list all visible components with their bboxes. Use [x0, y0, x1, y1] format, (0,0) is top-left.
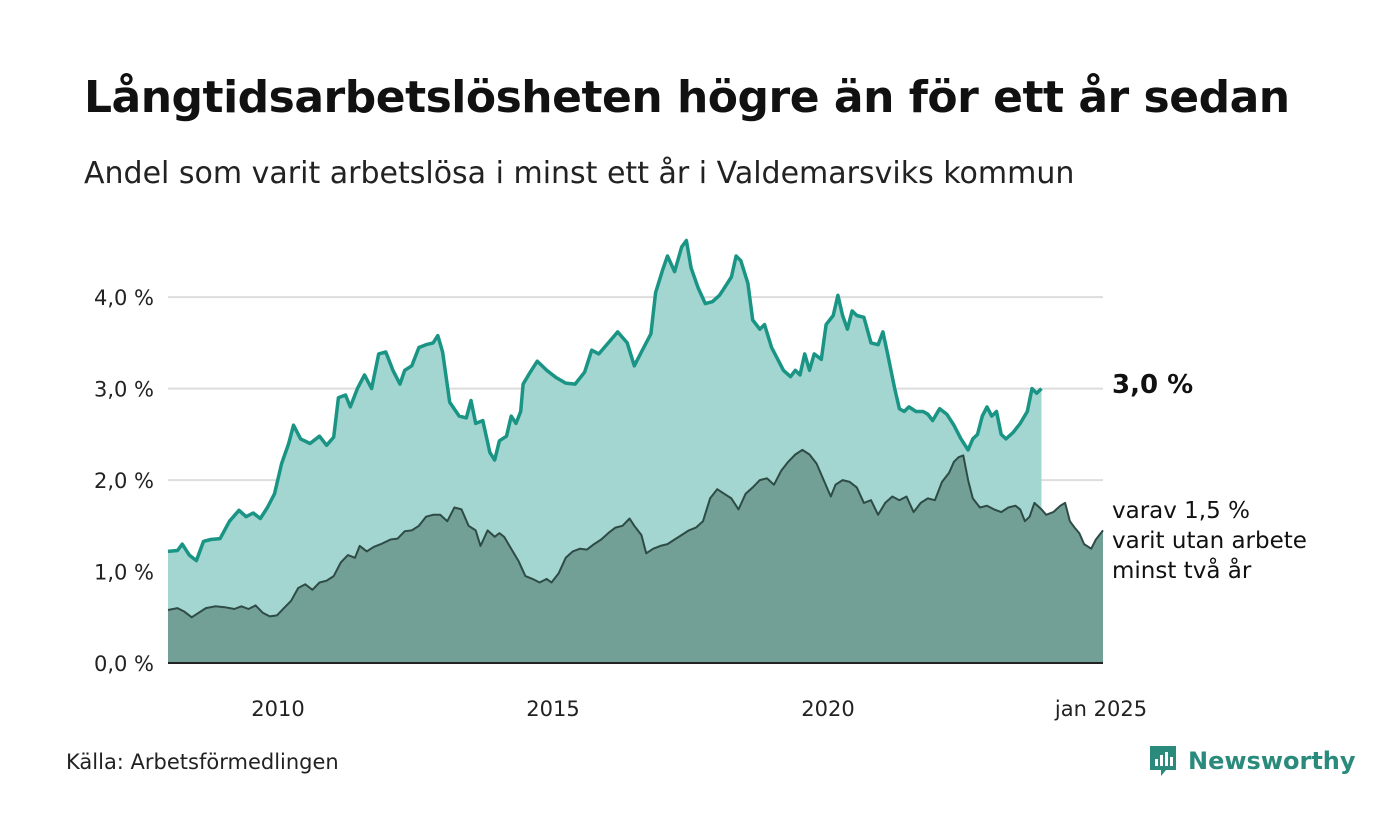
sub-annotation-line: varav 1,5 %: [1112, 498, 1250, 524]
y-tick-label: 2,0 %: [94, 469, 154, 493]
newsworthy-icon: [1150, 746, 1176, 776]
x-tick-label: 2010: [251, 697, 304, 721]
series-line-min-one-year: [167, 238, 1043, 563]
series-area-min-two-years: [168, 449, 1103, 663]
brand-logo[interactable]: Newsworthy: [1148, 744, 1356, 778]
chart-title: Långtidsarbetslösheten högre än för ett …: [84, 72, 1290, 123]
series-line-min-two-years: [167, 448, 1104, 619]
x-axis-labels: 2010 2015 2020 jan 2025: [251, 697, 1147, 721]
sub-value-annotation: varav 1,5 % varit utan arbete minst två …: [1112, 496, 1352, 586]
y-tick-label: 3,0 %: [94, 378, 154, 402]
y-tick-label: 4,0 %: [94, 286, 154, 310]
sub-annotation-line: varit utan arbete: [1112, 528, 1307, 554]
y-tick-label: 0,0 %: [94, 652, 154, 676]
source-label: Källa: Arbetsförmedlingen: [66, 750, 339, 774]
x-tick-label: 2015: [526, 697, 579, 721]
x-tick-label: jan 2025: [1054, 697, 1147, 721]
y-tick-label: 1,0 %: [94, 561, 154, 585]
y-axis-labels: 0,0 % 1,0 % 2,0 % 3,0 % 4,0 %: [94, 286, 154, 676]
x-tick-label: 2020: [801, 697, 854, 721]
brand-name: Newsworthy: [1188, 747, 1356, 775]
sub-annotation-line: minst två år: [1112, 558, 1252, 584]
latest-value-label: 3,0 %: [1112, 370, 1194, 400]
chart-subtitle: Andel som varit arbetslösa i minst ett å…: [84, 156, 1075, 191]
